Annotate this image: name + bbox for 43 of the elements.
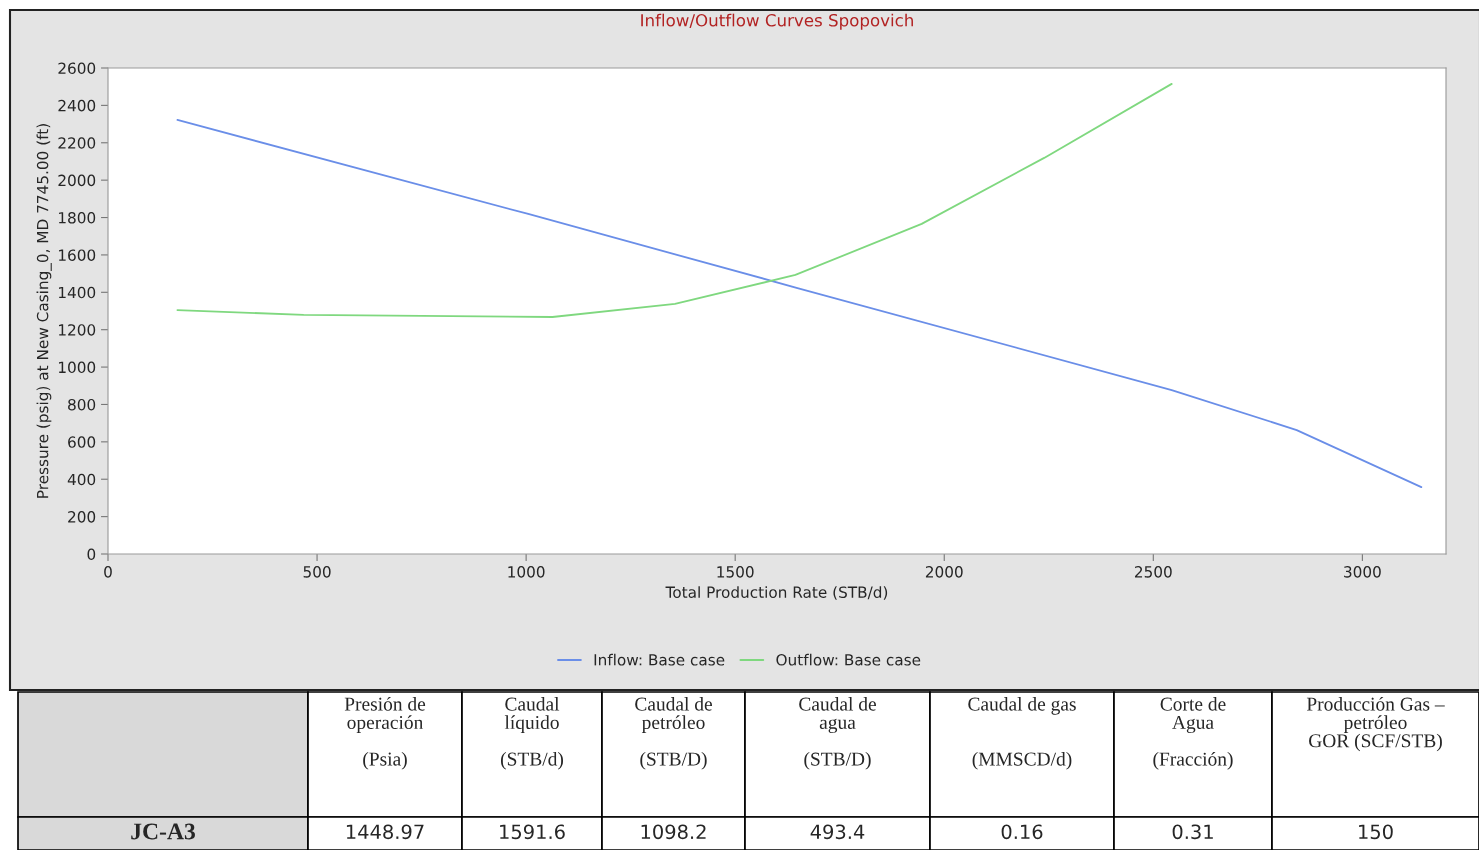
x-tick-label: 3000 xyxy=(1344,566,1381,578)
y-tick-label: 1200 xyxy=(58,324,96,336)
y-axis-title: Pressure (psig) at New Casing_0, MD 7745.00 (ft) xyxy=(36,124,52,498)
y-tick-label: 800 xyxy=(68,398,96,411)
text: Producción Gas – petróleo GOR (SCF/STB) xyxy=(1306,696,1445,752)
y-tick-label: 200 xyxy=(68,511,96,523)
text: 0.31 xyxy=(1172,824,1213,840)
x-tick-label: 2000 xyxy=(925,566,963,578)
x-tick-label: 1500 xyxy=(717,566,754,578)
x-axis-title: Total Production Rate (STB/d) xyxy=(665,586,888,600)
text: Presión de operación (Psia) xyxy=(344,696,426,770)
y-tick-label: 1800 xyxy=(58,212,96,224)
text: 0.16 xyxy=(1001,824,1043,840)
y-tick-label: 2200 xyxy=(58,137,96,149)
text: 1448.97 xyxy=(346,824,424,840)
line-series xyxy=(176,82,1173,318)
legend-label: Outflow: Base case xyxy=(776,653,921,666)
chart-title: Inflow/Outflow Curves Spopovich xyxy=(641,13,913,30)
text: 493.4 xyxy=(810,824,865,840)
text: Corte de Agua (Fracción) xyxy=(1153,697,1233,770)
text: Caudal de gas (MMSCD/d) xyxy=(968,697,1076,770)
legend-label: Inflow: Base case xyxy=(594,653,725,666)
y-tick-label: 1600 xyxy=(58,249,96,261)
y-tick-label: 1400 xyxy=(58,286,96,299)
y-tick-label: 0 xyxy=(87,548,96,561)
text: Caudal de agua (STB/D) xyxy=(799,697,876,770)
text: 150 xyxy=(1359,824,1393,840)
x-tick-label: 0 xyxy=(104,566,112,578)
x-tick-label: 2500 xyxy=(1134,566,1172,578)
y-tick-label: 600 xyxy=(68,436,96,448)
y-tick-label: 2000 xyxy=(58,174,96,187)
text: Caudal de petróleo (STB/D) xyxy=(635,697,712,770)
y-tick-label: 1000 xyxy=(58,361,96,374)
x-tick-label: 500 xyxy=(303,566,331,578)
y-tick-label: 2400 xyxy=(58,99,96,112)
x-tick-label: 1000 xyxy=(508,566,545,578)
text: JC-A3 xyxy=(131,823,195,840)
text: 1591.6 xyxy=(500,824,565,840)
text: 1098.2 xyxy=(641,824,706,840)
y-tick-label: 400 xyxy=(67,473,96,486)
line-series xyxy=(176,119,1423,488)
text: Caudal líquido (STB/d) xyxy=(500,697,564,770)
y-tick-label: 2600 xyxy=(58,62,96,75)
